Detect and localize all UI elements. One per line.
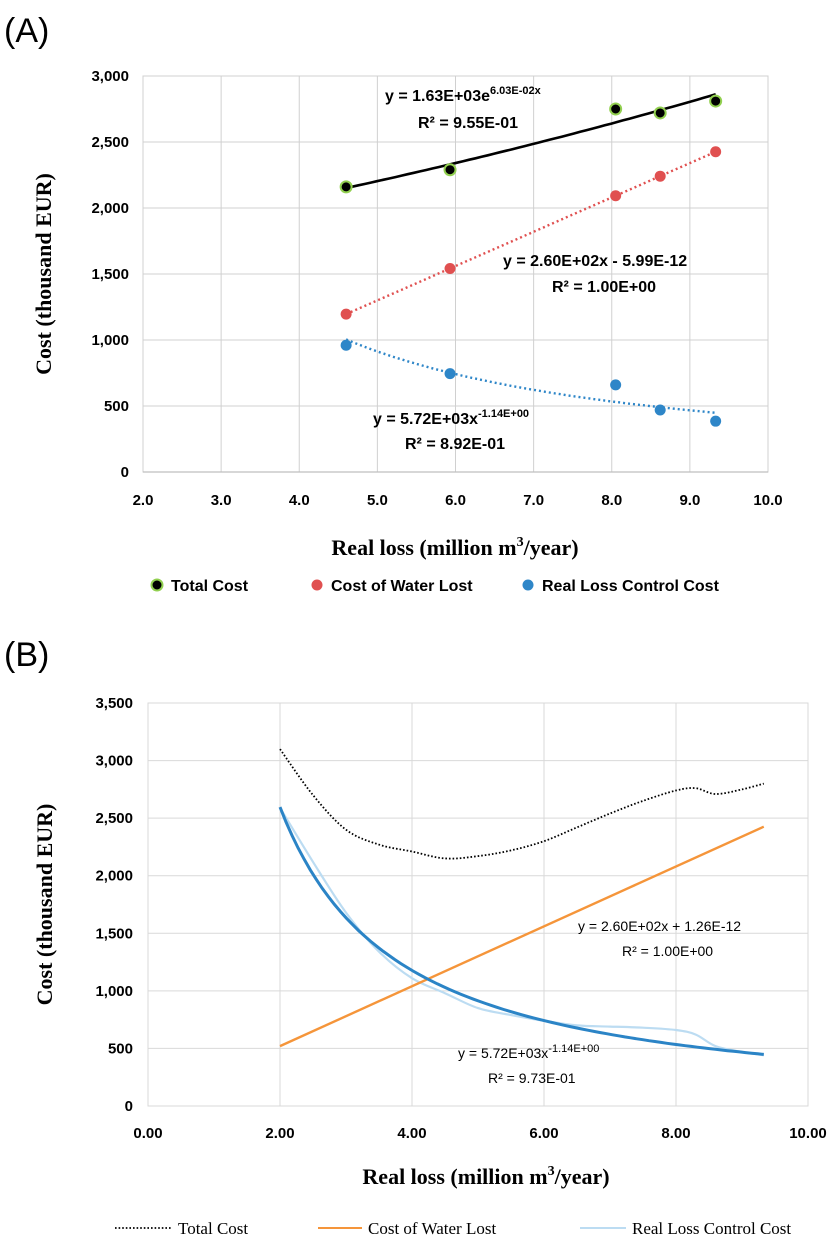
r2-control-cost: R² = 9.73E-01 (488, 1070, 576, 1086)
legend-label-control-cost: Real Loss Control Cost (542, 578, 720, 595)
y-tick-label: 2,000 (91, 200, 129, 217)
panel-label-a: (A) (4, 12, 50, 50)
legend-marker-water-lost (311, 579, 323, 591)
legend-label-total-cost: Total Cost (171, 578, 249, 595)
x-tick-label: 8.0 (601, 492, 622, 509)
equation-total-cost: y = 1.63E+03e6.03E-02x (385, 85, 542, 105)
data-point-control-cost (340, 339, 352, 351)
data-point-water-lost (340, 308, 352, 320)
y-tick-label: 3,500 (95, 695, 133, 712)
y-tick-label: 0 (121, 464, 129, 481)
y-tick-label: 2,000 (95, 868, 133, 885)
trendline-water-lost (345, 150, 717, 316)
x-tick-label: 10.0 (753, 492, 782, 509)
data-point-control-cost (444, 368, 456, 380)
data-point-water-lost (444, 262, 456, 274)
x-tick-label: 6.0 (445, 492, 466, 509)
x-axis-title: Real loss (million m3/year) (362, 1164, 609, 1189)
x-tick-label: 9.0 (679, 492, 700, 509)
y-axis-title: Cost (thousand EUR) (32, 804, 57, 1006)
y-tick-label: 1,000 (91, 332, 129, 349)
data-point-water-lost (710, 146, 722, 158)
y-axis-title: Cost (thousand EUR) (31, 173, 56, 375)
data-point-total-cost (653, 106, 667, 120)
x-tick-label: 3.0 (211, 492, 232, 509)
x-tick-label: 4.00 (397, 1125, 426, 1142)
y-tick-label: 1,000 (95, 983, 133, 1000)
data-point-total-cost (609, 102, 623, 116)
y-tick-label: 1,500 (95, 925, 133, 942)
equation-control-cost: y = 5.72E+03x-1.14E+00 (458, 1043, 599, 1061)
r2-control-cost: R² = 8.92E-01 (405, 436, 505, 453)
chart-a: 0 500 1,000 1,500 2,000 2,500 3,000 2.0 3.0 4.0 5.… (31, 68, 783, 595)
y-tick-label: 3,000 (91, 68, 129, 85)
y-tick-label: 1,500 (91, 266, 129, 283)
trendline-control-cost (345, 338, 716, 414)
data-point-water-lost (654, 170, 666, 182)
legend-marker-total-cost (150, 578, 164, 592)
x-tick-label: 10.00 (789, 1125, 827, 1142)
y-tick-label: 0 (125, 1098, 133, 1115)
data-point-control-cost (710, 415, 722, 427)
data-point-control-cost (654, 404, 666, 416)
y-tick-label: 2,500 (95, 810, 133, 827)
series-line-water-lost (279, 825, 765, 1048)
r2-water-lost: R² = 1.00E+00 (622, 943, 713, 959)
x-tick-label: 4.0 (289, 492, 310, 509)
data-point-total-cost (443, 163, 457, 177)
equation-control-cost: y = 5.72E+03x-1.14E+00 (373, 408, 529, 428)
r2-total-cost: R² = 9.55E-01 (418, 115, 518, 132)
y-tick-label: 500 (104, 398, 129, 415)
y-tick-label: 2,500 (91, 134, 129, 151)
legend-label-water-lost: Cost of Water Lost (331, 578, 473, 595)
data-point-water-lost (610, 190, 622, 202)
x-tick-label: 7.0 (523, 492, 544, 509)
r2-water-lost: R² = 1.00E+00 (552, 279, 656, 296)
legend-marker-control-cost (522, 579, 534, 591)
x-tick-label: 8.00 (661, 1125, 690, 1142)
trendline-control-cost (278, 806, 764, 1056)
x-tick-label: 2.0 (133, 492, 154, 509)
panel-label-b: (B) (4, 636, 50, 674)
x-tick-label: 6.00 (529, 1125, 558, 1142)
data-point-control-cost (610, 379, 622, 391)
data-point-total-cost (339, 180, 353, 194)
equation-water-lost: y = 2.60E+02x + 1.26E-12 (578, 918, 741, 934)
legend-label-control-cost: Real Loss Control Cost (632, 1219, 791, 1238)
x-axis-title: Real loss (million m3/year) (331, 535, 578, 560)
data-point-total-cost (709, 94, 723, 108)
legend-label-water-lost: Cost of Water Lost (368, 1219, 496, 1238)
y-tick-label: 3,000 (95, 753, 133, 770)
chart-b: 0 500 1,000 1,500 2,000 2,500 3,000 3,500 0.00 2.… (32, 695, 827, 1238)
series-line-total-cost (279, 748, 765, 860)
y-tick-label: 500 (108, 1040, 133, 1057)
x-tick-label: 5.0 (367, 492, 388, 509)
equation-water-lost: y = 2.60E+02x - 5.99E-12 (503, 253, 687, 270)
x-tick-label: 2.00 (265, 1125, 294, 1142)
x-tick-label: 0.00 (133, 1125, 162, 1142)
legend-label-total-cost: Total Cost (178, 1219, 248, 1238)
